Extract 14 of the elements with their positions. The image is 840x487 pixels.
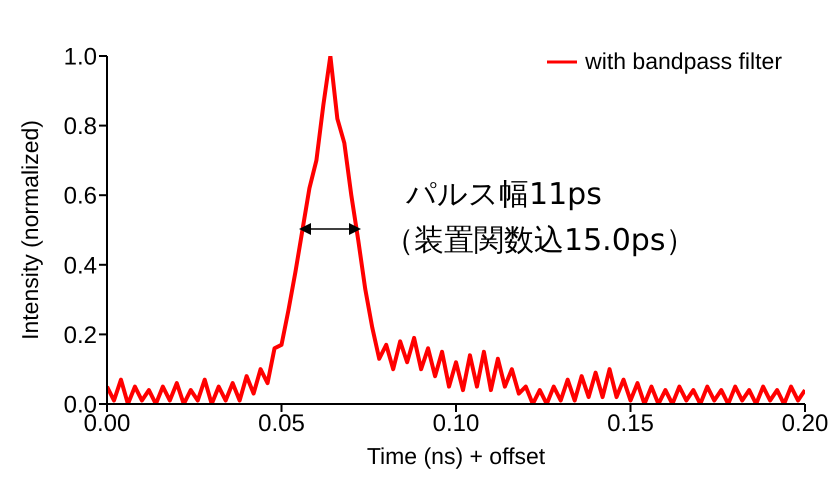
y-tick-label: 0.4 bbox=[64, 252, 97, 280]
x-tick-label: 0.15 bbox=[607, 410, 654, 438]
legend-label: with bandpass filter bbox=[585, 48, 782, 75]
y-tick-label: 1.0 bbox=[64, 44, 97, 71]
x-axis-title: Time (ns) + offset bbox=[366, 443, 546, 469]
x-tick-label: 0.05 bbox=[258, 410, 305, 438]
annotation: パルス幅11ps bbox=[406, 176, 602, 214]
y-tick-label: 0.2 bbox=[64, 322, 97, 349]
annotation: （装置関数込15.0ps） bbox=[384, 222, 696, 260]
y-tick-label: 0.6 bbox=[64, 182, 97, 210]
y-tick-label: 0.8 bbox=[64, 113, 97, 140]
x-tick-label: 0.10 bbox=[432, 410, 480, 438]
x-tick-label: 0.20 bbox=[782, 410, 828, 438]
y-axis-title: Intensity (normalized) bbox=[17, 120, 44, 340]
